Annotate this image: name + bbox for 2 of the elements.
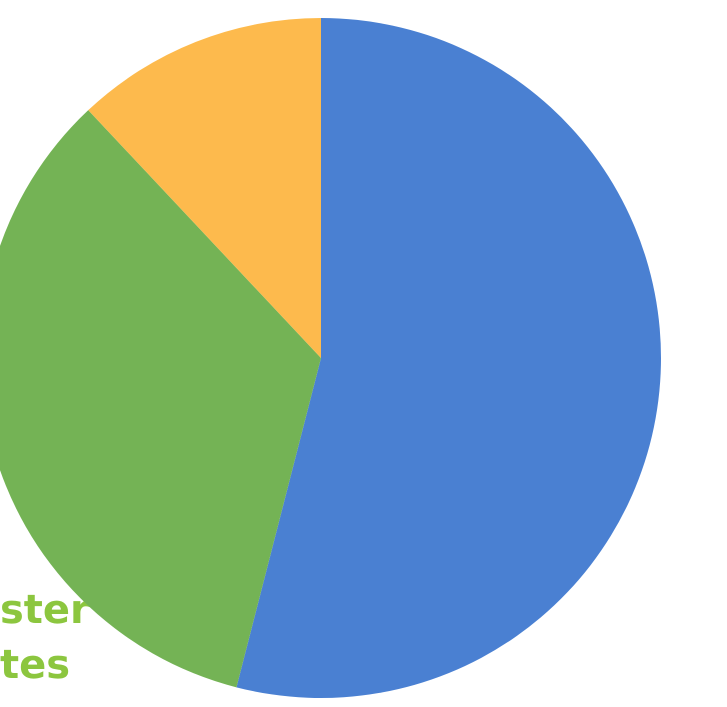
text: ster — [0, 587, 90, 633]
text: tes — [0, 642, 70, 688]
